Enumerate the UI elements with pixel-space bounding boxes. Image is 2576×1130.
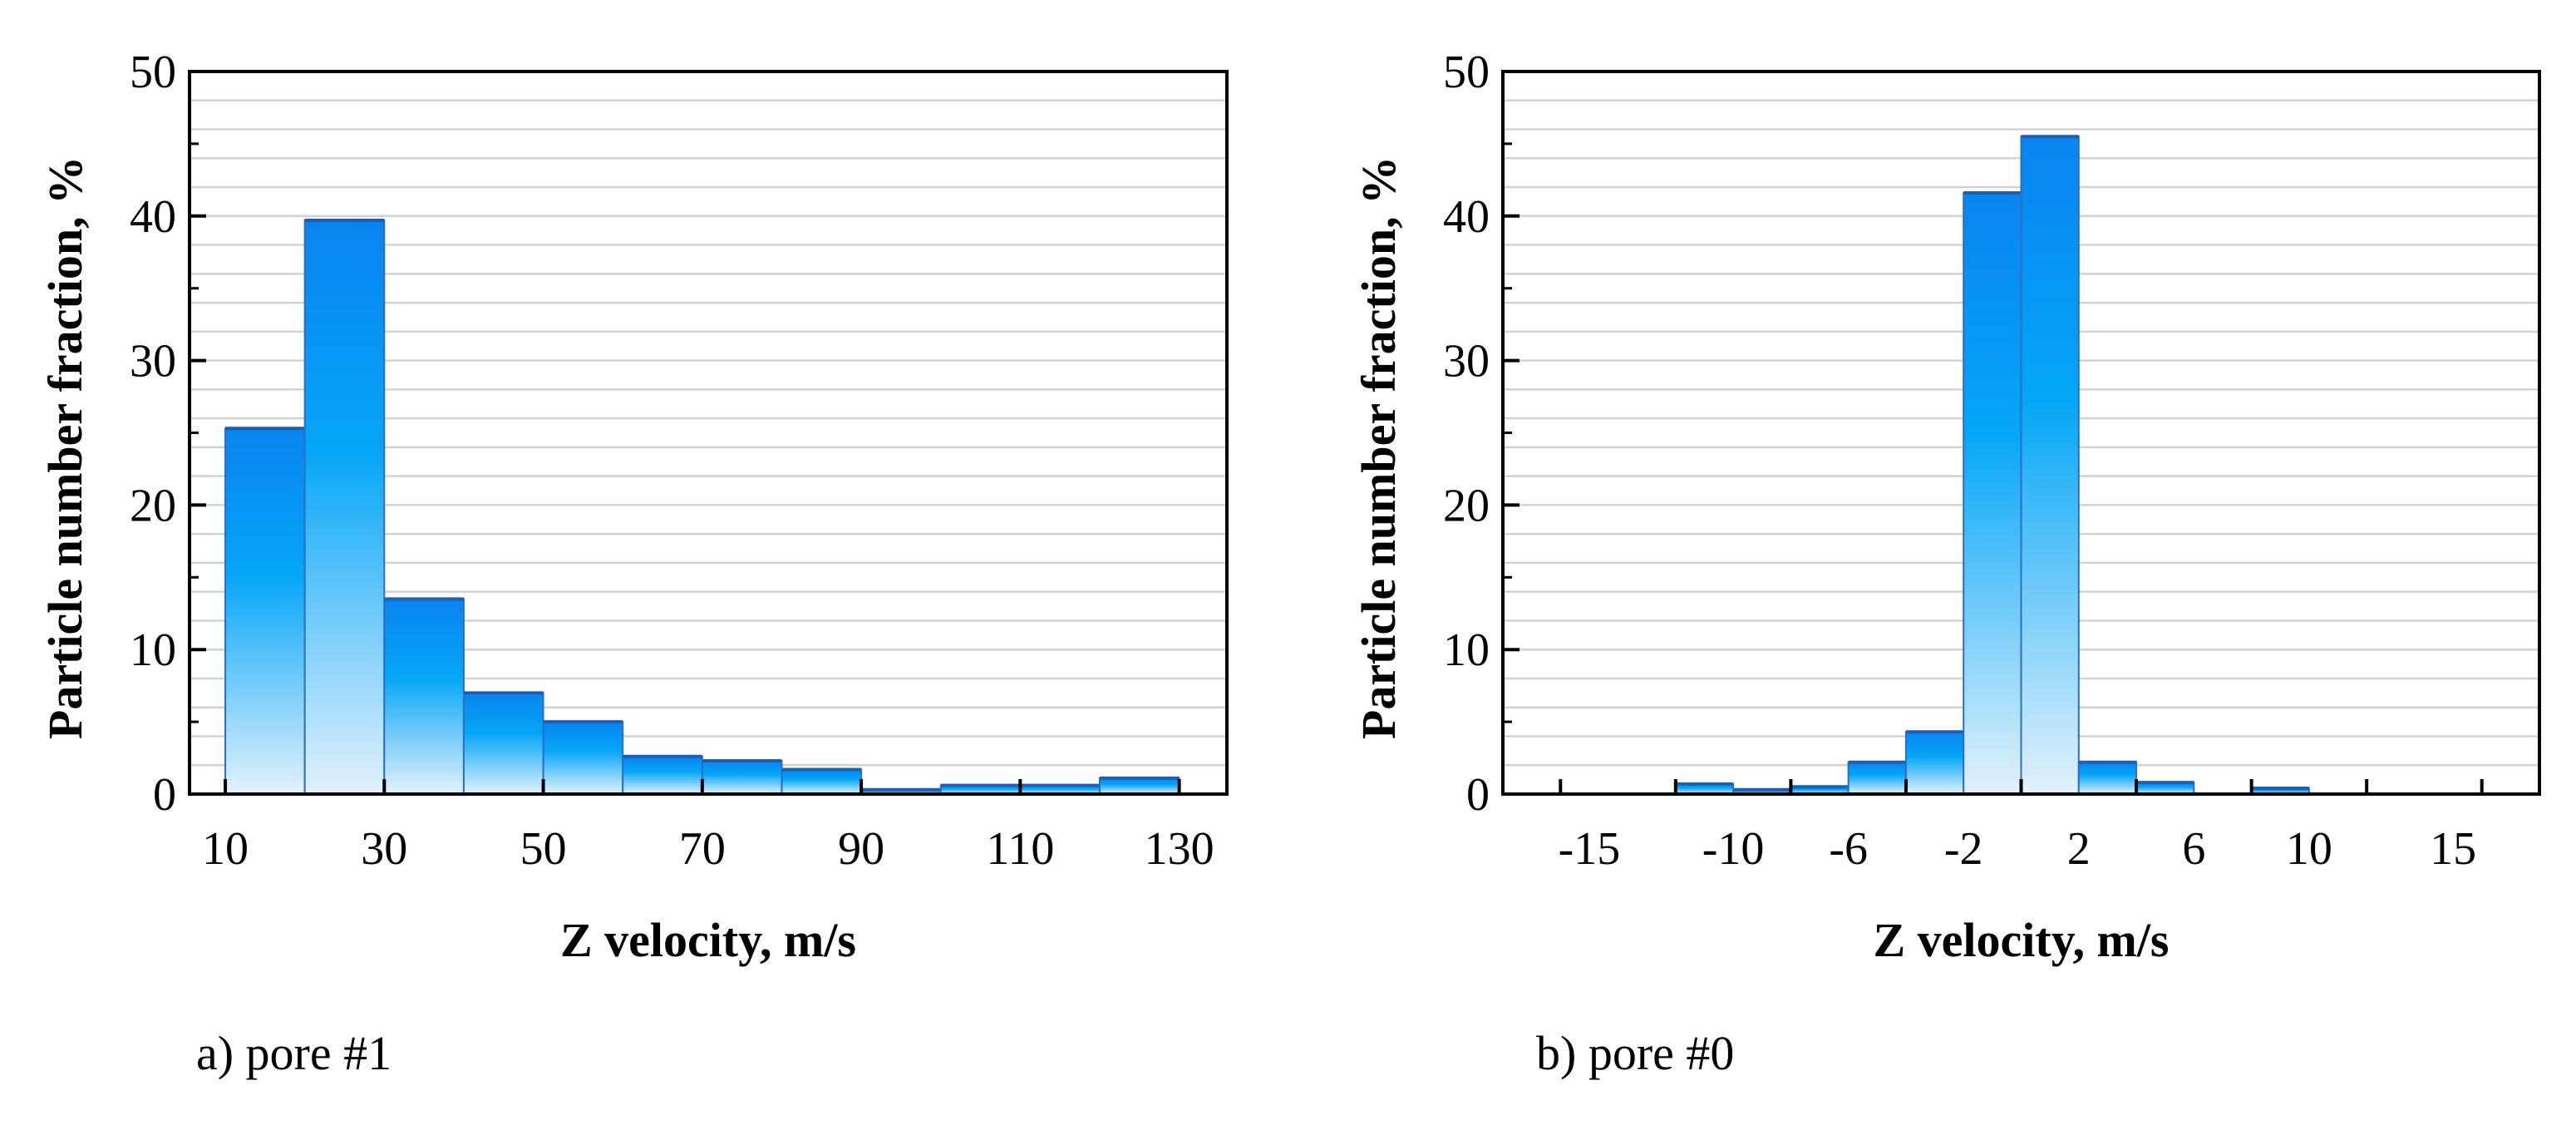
x-tick-label: 110 bbox=[986, 823, 1054, 875]
chart-a-x-axis-title: Z velocity, m/s bbox=[560, 913, 856, 967]
y-tick-label: 30 bbox=[130, 336, 176, 387]
chart-a-caption: a) pore #1 bbox=[196, 1026, 392, 1080]
x-tick-label: -15 bbox=[1559, 823, 1621, 875]
y-tick-label: 30 bbox=[1443, 336, 1490, 387]
chart-a-y-tick-labels: 0 10 20 30 40 50 bbox=[130, 47, 176, 821]
chart-b-bar bbox=[1849, 762, 1906, 794]
chart-b-bar bbox=[1963, 193, 2021, 794]
y-tick-label: 40 bbox=[1443, 191, 1490, 243]
chart-a-bar bbox=[305, 220, 385, 794]
chart-b-caption: b) pore #0 bbox=[1536, 1026, 1734, 1080]
chart-b-y-tick-labels: 0 10 20 30 40 50 bbox=[1443, 47, 1490, 821]
x-tick-label: 10 bbox=[202, 823, 249, 875]
chart-b-x-axis-title: Z velocity, m/s bbox=[1873, 913, 2169, 967]
chart-b-bar bbox=[1906, 732, 1963, 794]
y-tick-label: 20 bbox=[130, 480, 176, 531]
chart-a-bar bbox=[384, 599, 464, 794]
chart-a-bar bbox=[702, 761, 782, 794]
chart-a-y-axis-title: Particle number fraction, % bbox=[38, 156, 92, 739]
y-tick-label: 10 bbox=[130, 624, 176, 676]
chart-a-x-tick-labels: 10 30 50 70 90 110 130 bbox=[202, 823, 1214, 875]
chart-b-y-axis-title: Particle number fraction, % bbox=[1352, 156, 1406, 739]
x-tick-label: -6 bbox=[1829, 823, 1868, 875]
y-tick-label: 40 bbox=[130, 191, 176, 243]
chart-a-bar bbox=[623, 757, 702, 794]
x-tick-label: 15 bbox=[2430, 823, 2476, 875]
x-tick-label: 2 bbox=[2067, 823, 2091, 875]
y-tick-label: 10 bbox=[1443, 624, 1490, 676]
chart-panel-a: 0 10 20 30 40 50 10 30 50 70 90 110 130 Z velocity,… bbox=[38, 47, 1227, 1080]
x-tick-label: 10 bbox=[2286, 823, 2332, 875]
x-tick-label: -10 bbox=[1702, 823, 1765, 875]
chart-a-bar bbox=[1100, 778, 1180, 794]
chart-b-bar bbox=[2136, 782, 2194, 794]
x-tick-label: 90 bbox=[838, 823, 884, 875]
chart-a-bar bbox=[544, 722, 623, 794]
chart-a-bar bbox=[225, 428, 305, 794]
y-tick-label: 20 bbox=[1443, 480, 1490, 531]
x-tick-label: 30 bbox=[361, 823, 407, 875]
y-tick-label: 0 bbox=[1466, 769, 1490, 821]
chart-panel-b: 0 10 20 30 40 50 -15 -10 -6 -2 2 6 10 15 Z velocity,… bbox=[1352, 47, 2539, 1080]
chart-b-bars bbox=[1676, 136, 2309, 794]
y-tick-label: 50 bbox=[130, 47, 176, 98]
x-tick-label: 50 bbox=[520, 823, 567, 875]
y-tick-label: 0 bbox=[153, 769, 176, 821]
chart-a-bar bbox=[464, 693, 544, 794]
chart-b-bar bbox=[2022, 136, 2079, 794]
x-tick-label: 6 bbox=[2182, 823, 2205, 875]
chart-b-bar bbox=[2079, 762, 2136, 794]
x-tick-label: -2 bbox=[1944, 823, 1983, 875]
chart-a-bar bbox=[781, 769, 861, 794]
y-tick-label: 50 bbox=[1443, 47, 1490, 98]
x-tick-label: 70 bbox=[679, 823, 726, 875]
chart-b-x-tick-labels: -15 -10 -6 -2 2 6 10 15 bbox=[1559, 823, 2476, 875]
x-tick-label: 130 bbox=[1145, 823, 1214, 875]
